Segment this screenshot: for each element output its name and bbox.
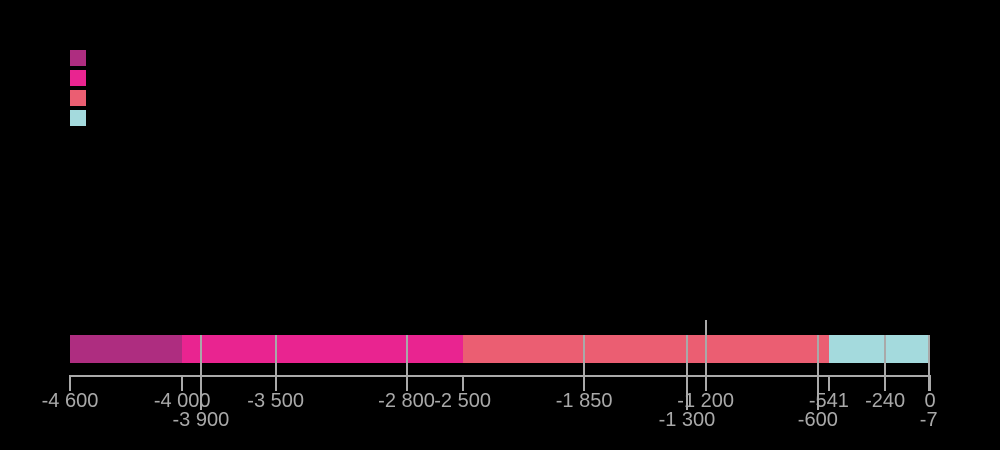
gridline bbox=[405, 335, 408, 391]
gridline bbox=[884, 335, 887, 391]
tick-label: -541 bbox=[808, 390, 849, 412]
tick-label: -1 200 bbox=[677, 390, 734, 412]
legend-swatch-pink bbox=[70, 70, 86, 86]
legend-swatch-light-blue bbox=[70, 110, 86, 126]
legend-swatch-purple bbox=[70, 50, 86, 66]
legend-swatch-salmon bbox=[70, 90, 86, 106]
gridline bbox=[199, 335, 202, 410]
tick-mark bbox=[181, 375, 184, 391]
tick-mark bbox=[461, 375, 464, 391]
tick-label: -3 500 bbox=[247, 390, 304, 412]
tick-label: 0 bbox=[924, 390, 936, 412]
x-axis-line bbox=[70, 375, 930, 377]
timeline-segment bbox=[462, 335, 829, 363]
tick-label: -1 300 bbox=[658, 409, 716, 431]
tick-label: -2 800 bbox=[378, 390, 435, 412]
tick-label: -2 500 bbox=[434, 390, 491, 412]
tick-label: -4 600 bbox=[41, 390, 99, 412]
gridline bbox=[274, 335, 277, 391]
tick-mark bbox=[929, 375, 931, 391]
timeline-segment bbox=[828, 335, 930, 363]
tick-mark bbox=[69, 375, 71, 391]
timeline-segment bbox=[182, 335, 463, 363]
tick-label: -4 000 bbox=[153, 390, 211, 412]
gridline bbox=[816, 335, 819, 410]
tick-label: -600 bbox=[797, 409, 838, 431]
tick-label: -240 bbox=[865, 390, 906, 412]
gridline bbox=[685, 335, 688, 410]
tick-label: -1 850 bbox=[555, 390, 613, 412]
timeline-segment bbox=[70, 335, 183, 363]
gridline bbox=[927, 335, 930, 391]
gridline bbox=[704, 320, 707, 391]
tick-mark bbox=[827, 375, 830, 391]
gridline bbox=[583, 335, 586, 391]
tick-label: -3 900 bbox=[172, 409, 230, 431]
tick-label: -7 bbox=[919, 409, 938, 431]
legend bbox=[70, 50, 86, 130]
